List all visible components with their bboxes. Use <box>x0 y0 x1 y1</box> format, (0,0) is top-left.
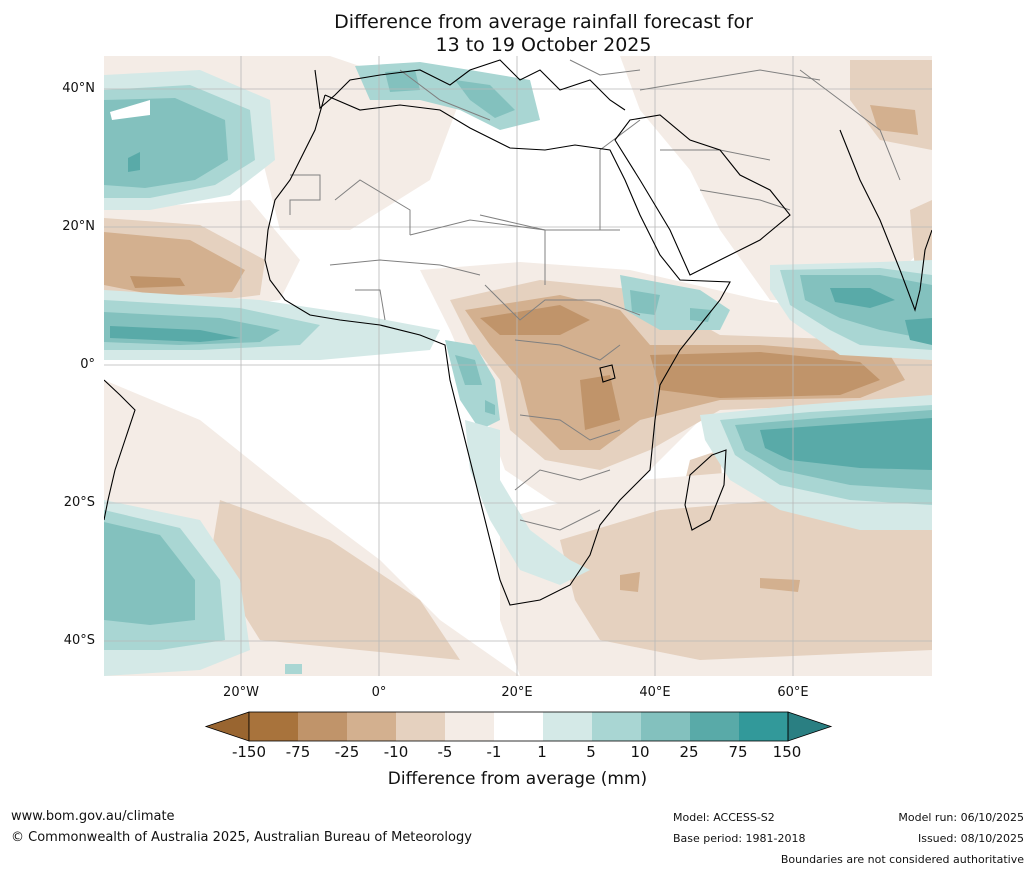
wet-region-mediterranean-core <box>385 70 515 118</box>
border-line <box>334 179 411 235</box>
colorbar-swatch <box>347 712 396 741</box>
wet-region-south-atlantic-core <box>104 522 195 625</box>
wet-region-gabon-core <box>455 355 495 415</box>
colorbar-swatch <box>592 712 641 741</box>
colorbar-tick-label: 1 <box>537 743 547 761</box>
border-line <box>479 214 620 231</box>
colorbar-tick-label: 10 <box>630 743 650 761</box>
colorbar-tick-label: -25 <box>334 743 360 761</box>
colorbar <box>204 711 833 742</box>
colorbar-tick-label: -1 <box>486 743 502 761</box>
map-area <box>104 56 932 676</box>
coastline-arabia <box>614 114 791 276</box>
coastline-india <box>839 129 932 312</box>
colorbar-swatch <box>690 712 739 741</box>
wet-region-east-africa-core <box>630 290 712 322</box>
colorbar-swatch <box>641 712 690 741</box>
border-line <box>514 469 611 491</box>
lat-label-20s: 20°S <box>63 495 95 510</box>
wet-region-south-atlantic-small <box>285 664 302 674</box>
country-borders <box>289 59 901 531</box>
footer-copyright: © Commonwealth of Australia 2025, Austra… <box>11 830 472 845</box>
border-line <box>699 189 791 211</box>
border-line <box>599 119 641 230</box>
colorbar-swatch <box>494 712 543 741</box>
wet-anomaly-regions <box>104 62 932 676</box>
colorbar-tick-label: -150 <box>231 743 267 761</box>
colorbar-swatch <box>445 712 494 741</box>
colorbar-tick-label: -75 <box>285 743 311 761</box>
border-line <box>484 284 641 321</box>
border-line <box>399 69 491 121</box>
wet-region-gulf-of-guinea-peak <box>110 326 240 342</box>
border-line <box>329 259 481 276</box>
dry-region-southern-ocean-core <box>210 500 932 660</box>
colorbar-tick-label: 25 <box>679 743 699 761</box>
dry-region-west-africa-peak <box>130 276 185 288</box>
footer-model-run: Model run: 06/10/2025 <box>898 811 1024 824</box>
wet-region-angola-coast <box>465 420 590 585</box>
border-line <box>799 69 901 181</box>
colorbar-swatch <box>543 712 592 741</box>
lon-label-40e: 40°E <box>639 685 671 700</box>
coastline-europe <box>314 59 626 111</box>
footer-base-period: Base period: 1981-2018 <box>673 832 806 845</box>
dry-region-india-peak <box>870 105 918 135</box>
lat-label-20n: 20°N <box>62 219 95 234</box>
dry-region-southern-ocean-peak <box>620 572 800 592</box>
border-line <box>409 219 546 285</box>
lat-label-equator: 0° <box>80 357 95 372</box>
border-line <box>355 289 386 321</box>
footer-website[interactable]: www.bom.gov.au/climate <box>11 809 175 824</box>
coastline-south-america <box>104 379 136 521</box>
lon-label-0: 0° <box>371 685 387 700</box>
map-title-line2: 13 to 19 October 2025 <box>435 34 652 56</box>
dry-region-congo-peak <box>480 305 880 430</box>
colorbar-swatch <box>739 712 788 741</box>
wet-region-arabian-sea-peak <box>830 288 932 345</box>
colorbar-tick-label: 150 <box>772 743 802 761</box>
border-line <box>519 414 621 441</box>
lat-label-40s: 40°S <box>63 633 95 648</box>
wet-region-north-atlantic-peak <box>128 152 140 172</box>
dry-region-arabia-fringe <box>620 56 932 300</box>
border-line <box>519 509 601 531</box>
border-line <box>514 339 621 361</box>
coastline-madagascar <box>684 449 727 531</box>
lat-label-40n: 40°N <box>62 81 95 96</box>
map-title-line1: Difference from average rainfall forecas… <box>334 11 753 33</box>
colorbar-tick-label: 75 <box>728 743 748 761</box>
colorbar-swatch <box>396 712 445 741</box>
colorbar-tick-label: -5 <box>437 743 453 761</box>
lon-label-60e: 60°E <box>777 685 809 700</box>
wet-region-indian-ocean-peak <box>760 418 932 470</box>
colorbar-outline <box>248 711 789 742</box>
colorbar-over-arrow <box>787 711 833 742</box>
lon-label-20w: 20°W <box>223 685 259 700</box>
coastline-africa <box>264 94 731 606</box>
colorbar-tick-label: 5 <box>586 743 596 761</box>
coastline-lake-victoria <box>599 364 616 383</box>
lon-label-20e: 20°E <box>501 685 533 700</box>
border-line <box>639 69 821 91</box>
border-line <box>569 59 641 76</box>
footer-model: Model: ACCESS-S2 <box>673 811 775 824</box>
graticule <box>104 56 932 676</box>
colorbar-under-arrow <box>204 711 250 742</box>
colorbar-swatch <box>249 712 298 741</box>
footer-issued: Issued: 08/10/2025 <box>917 832 1024 845</box>
colorbar-title: Difference from average (mm) <box>387 769 648 789</box>
footer-disclaimer: Boundaries are not considered authoritat… <box>780 853 1024 866</box>
colorbar-tick-label: -10 <box>383 743 409 761</box>
wet-region-atlantic-small <box>110 100 150 120</box>
colorbar-swatch <box>298 712 347 741</box>
border-line <box>289 174 321 215</box>
coastlines <box>104 59 932 606</box>
